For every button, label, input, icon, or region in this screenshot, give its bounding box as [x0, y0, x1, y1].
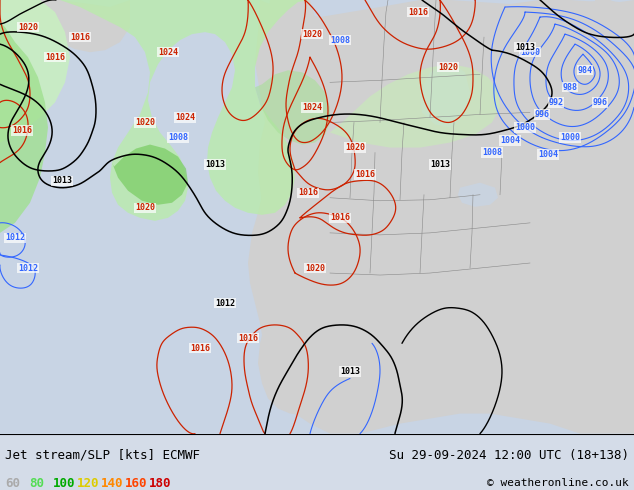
Text: 1012: 1012	[5, 233, 25, 243]
Polygon shape	[555, 0, 634, 92]
Text: 996: 996	[593, 98, 607, 107]
Text: 1013: 1013	[52, 176, 72, 185]
Text: 1016: 1016	[190, 344, 210, 353]
Text: 1013: 1013	[515, 43, 535, 51]
Text: 1020: 1020	[302, 29, 322, 39]
Text: 1000: 1000	[520, 48, 540, 57]
Text: 120: 120	[77, 477, 100, 490]
Polygon shape	[0, 0, 130, 52]
Text: 1016: 1016	[238, 334, 258, 343]
Text: 1020: 1020	[305, 264, 325, 272]
Text: 1013: 1013	[340, 367, 360, 376]
Text: 1016: 1016	[70, 33, 90, 42]
Text: 988: 988	[562, 83, 578, 92]
Polygon shape	[0, 0, 70, 143]
Text: 1016: 1016	[408, 7, 428, 17]
Polygon shape	[255, 70, 330, 145]
Polygon shape	[248, 0, 634, 434]
Text: 1000: 1000	[560, 133, 580, 142]
Polygon shape	[112, 145, 188, 205]
Text: 1004: 1004	[538, 150, 558, 159]
Text: 1013: 1013	[430, 160, 450, 169]
Polygon shape	[595, 0, 620, 12]
Polygon shape	[60, 0, 310, 221]
Polygon shape	[265, 303, 282, 389]
Text: 1012: 1012	[215, 298, 235, 308]
Text: 1012: 1012	[18, 264, 38, 272]
Text: 1000: 1000	[515, 123, 535, 132]
Text: 996: 996	[534, 110, 550, 119]
Polygon shape	[285, 333, 370, 406]
Text: Su 29-09-2024 12:00 UTC (18+138): Su 29-09-2024 12:00 UTC (18+138)	[389, 448, 629, 462]
Polygon shape	[458, 183, 498, 207]
Text: 1020: 1020	[18, 23, 38, 31]
Text: 984: 984	[578, 66, 593, 75]
Text: Jet stream/SLP [kts] ECMWF: Jet stream/SLP [kts] ECMWF	[5, 448, 200, 462]
Text: © weatheronline.co.uk: © weatheronline.co.uk	[488, 478, 629, 488]
Text: 1016: 1016	[355, 170, 375, 179]
Text: 140: 140	[101, 477, 124, 490]
Text: 1016: 1016	[45, 53, 65, 62]
Text: 1024: 1024	[175, 113, 195, 122]
Text: 1008: 1008	[330, 36, 350, 45]
Text: 1020: 1020	[345, 143, 365, 152]
Polygon shape	[420, 62, 470, 127]
Text: 1024: 1024	[158, 48, 178, 57]
Text: 1020: 1020	[438, 63, 458, 72]
Text: 1016: 1016	[330, 213, 350, 222]
Text: 1024: 1024	[302, 103, 322, 112]
Polygon shape	[0, 22, 48, 233]
Text: 100: 100	[53, 477, 75, 490]
Text: 160: 160	[125, 477, 148, 490]
Text: 992: 992	[548, 98, 564, 107]
Text: 180: 180	[149, 477, 172, 490]
Text: 1008: 1008	[482, 148, 502, 157]
Text: 60: 60	[5, 477, 20, 490]
Text: 1004: 1004	[500, 136, 520, 145]
Text: 1020: 1020	[135, 118, 155, 127]
Text: 1020: 1020	[135, 203, 155, 212]
Polygon shape	[258, 0, 340, 416]
Text: 1016: 1016	[298, 188, 318, 197]
Text: 1008: 1008	[168, 133, 188, 142]
Text: 1016: 1016	[12, 126, 32, 135]
Text: 80: 80	[29, 477, 44, 490]
Text: 1013: 1013	[205, 160, 225, 169]
Polygon shape	[330, 64, 500, 147]
